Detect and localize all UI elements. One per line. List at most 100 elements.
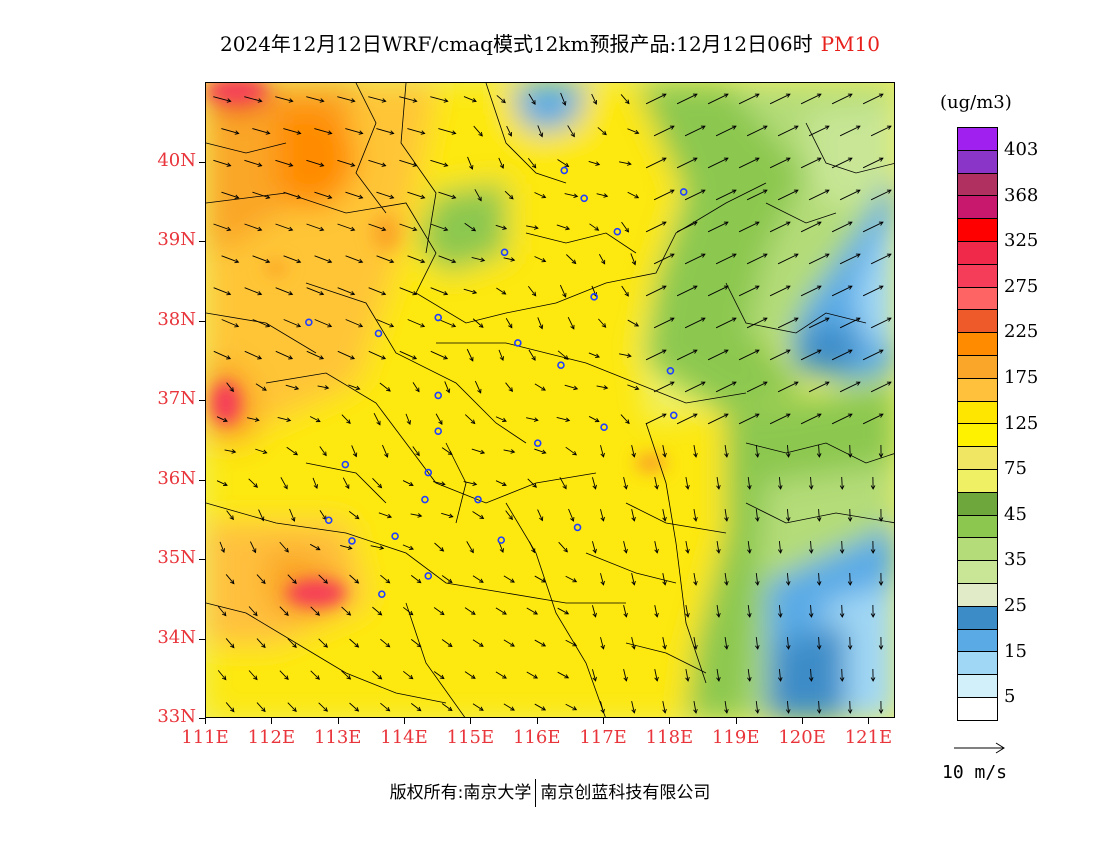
wind-arrow-icon — [831, 413, 853, 425]
wind-arrow-icon — [707, 93, 729, 105]
wind-arrow-icon — [676, 285, 698, 297]
wind-arrow-icon — [466, 348, 474, 362]
wind-arrow-icon — [463, 288, 478, 295]
wind-arrow-icon — [755, 572, 760, 586]
wind-arrow-icon — [380, 638, 391, 648]
wind-arrow-icon — [707, 285, 729, 297]
wind-arrow-icon — [496, 287, 507, 295]
wind-arrow-icon — [560, 92, 567, 106]
city-marker-icon — [669, 411, 678, 420]
wind-arrow-icon — [588, 352, 600, 358]
legend-swatch — [957, 446, 998, 470]
wind-vector-field — [213, 92, 892, 714]
wind-arrow-icon — [430, 96, 449, 103]
wind-arrow-icon — [878, 572, 884, 586]
wind-arrow-icon — [430, 287, 449, 296]
wind-arrow-icon — [467, 156, 474, 170]
wind-arrow-icon — [503, 639, 515, 647]
wind-arrow-icon — [654, 669, 659, 682]
wind-arrow-icon — [676, 221, 698, 233]
wind-arrow-icon — [645, 285, 667, 297]
wind-arrow-icon — [471, 448, 486, 455]
wind-arrow-icon — [747, 668, 752, 682]
wind-arrow-icon — [341, 414, 351, 425]
wind-arrow-icon — [213, 223, 232, 232]
legend-swatch — [957, 469, 998, 493]
wind-arrow-icon — [588, 161, 601, 166]
wind-arrow-icon — [402, 480, 414, 487]
wind-arrow-icon — [527, 285, 537, 297]
wind-arrow-icon — [213, 350, 232, 360]
wind-arrow-icon — [724, 508, 729, 522]
footer-left: 版权所有:南京大学 — [389, 783, 532, 803]
wind-arrow-icon — [526, 671, 539, 679]
city-marker-icon — [434, 313, 443, 322]
wind-arrow-icon — [337, 350, 356, 360]
legend-swatch — [957, 537, 998, 562]
legend-swatch — [957, 355, 998, 379]
lat-tick-label: 37N — [157, 388, 196, 409]
city-markers — [305, 166, 688, 598]
wind-arrow-icon — [410, 638, 422, 648]
legend-swatch — [957, 263, 998, 288]
wind-arrow-icon — [503, 257, 516, 262]
wind-arrow-icon — [653, 381, 675, 393]
lon-tick — [404, 718, 406, 724]
wind-arrow-icon — [724, 444, 729, 458]
lon-tick-label: 120E — [778, 727, 826, 748]
wind-arrow-icon — [559, 477, 567, 490]
wind-arrow-icon — [715, 189, 737, 201]
lon-tick-label: 118E — [645, 727, 694, 748]
wind-arrow-icon — [755, 444, 760, 458]
wind-arrow-icon — [319, 446, 327, 457]
wind-arrow-icon — [244, 96, 263, 103]
wind-arrow-icon — [557, 671, 570, 679]
wind-arrow-icon — [724, 636, 729, 650]
wind-arrow-icon — [839, 540, 845, 554]
wind-arrow-icon — [340, 545, 353, 550]
legend-label: 403 — [1004, 139, 1039, 160]
wind-arrow-icon — [287, 574, 297, 584]
wind-arrow-icon — [280, 477, 288, 490]
wind-arrow-icon — [627, 128, 640, 135]
wind-arrow-icon — [286, 446, 299, 456]
city-marker-icon — [613, 227, 622, 236]
wind-arrow-icon — [213, 96, 232, 103]
wind-arrow-icon — [349, 638, 360, 648]
wind-arrow-icon — [526, 607, 539, 615]
wind-arrow-icon — [247, 417, 260, 422]
wind-arrow-icon — [631, 509, 636, 522]
legend-swatch — [957, 697, 998, 721]
city-marker-icon — [666, 366, 675, 375]
wind-arrow-icon — [785, 636, 791, 650]
footer-right: 南京创蓝科技有限公司 — [540, 783, 711, 803]
wind-arrow-icon — [433, 481, 446, 486]
wind-arrow-icon — [441, 575, 453, 584]
wind-arrow-icon — [503, 449, 516, 454]
wind-arrow-icon — [407, 319, 426, 328]
wind-arrow-icon — [216, 416, 228, 423]
wind-arrow-icon — [620, 414, 630, 425]
wind-arrow-icon — [676, 157, 698, 169]
wind-arrow-icon — [738, 93, 760, 105]
wind-arrow-icon — [620, 94, 630, 105]
wind-arrow-icon — [684, 317, 706, 329]
wind-arrow-icon — [504, 190, 514, 200]
wind-arrow-icon — [244, 350, 263, 360]
lon-tick-label: 113E — [313, 727, 362, 748]
legend-swatch — [957, 332, 998, 356]
wind-arrow-icon — [410, 513, 423, 518]
wind-arrow-icon — [309, 543, 321, 551]
wind-arrow-icon — [349, 702, 360, 712]
lat-tick-label: 35N — [157, 547, 196, 568]
title-pollutant: PM10 — [820, 32, 880, 56]
wind-arrow-icon — [746, 253, 768, 265]
wind-arrow-icon — [219, 541, 225, 553]
wind-arrow-icon — [598, 318, 607, 328]
city-marker-icon — [560, 166, 569, 175]
wind-arrow-icon — [226, 382, 234, 393]
wind-arrow-icon — [747, 540, 752, 554]
concentration-field — [206, 83, 894, 717]
wind-arrow-icon — [684, 125, 706, 137]
wind-arrow-icon — [370, 545, 385, 550]
